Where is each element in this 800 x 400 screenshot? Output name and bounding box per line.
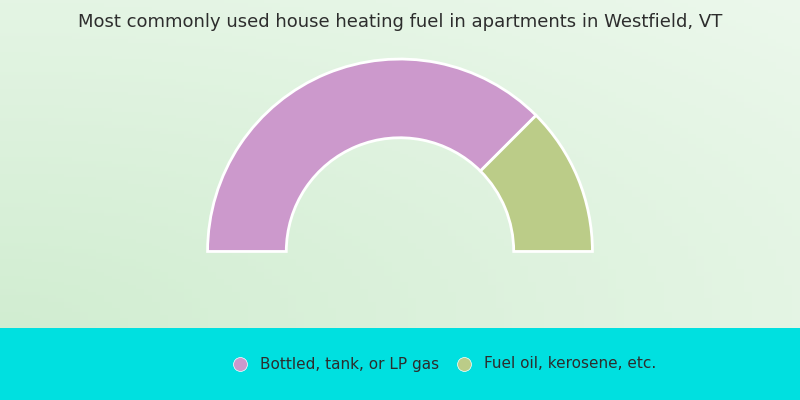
Text: Fuel oil, kerosene, etc.: Fuel oil, kerosene, etc.: [484, 356, 656, 372]
FancyBboxPatch shape: [0, 328, 800, 400]
Text: Bottled, tank, or LP gas: Bottled, tank, or LP gas: [260, 356, 439, 372]
Text: Most commonly used house heating fuel in apartments in Westfield, VT: Most commonly used house heating fuel in…: [78, 12, 722, 30]
Wedge shape: [481, 116, 593, 252]
Wedge shape: [207, 59, 536, 252]
